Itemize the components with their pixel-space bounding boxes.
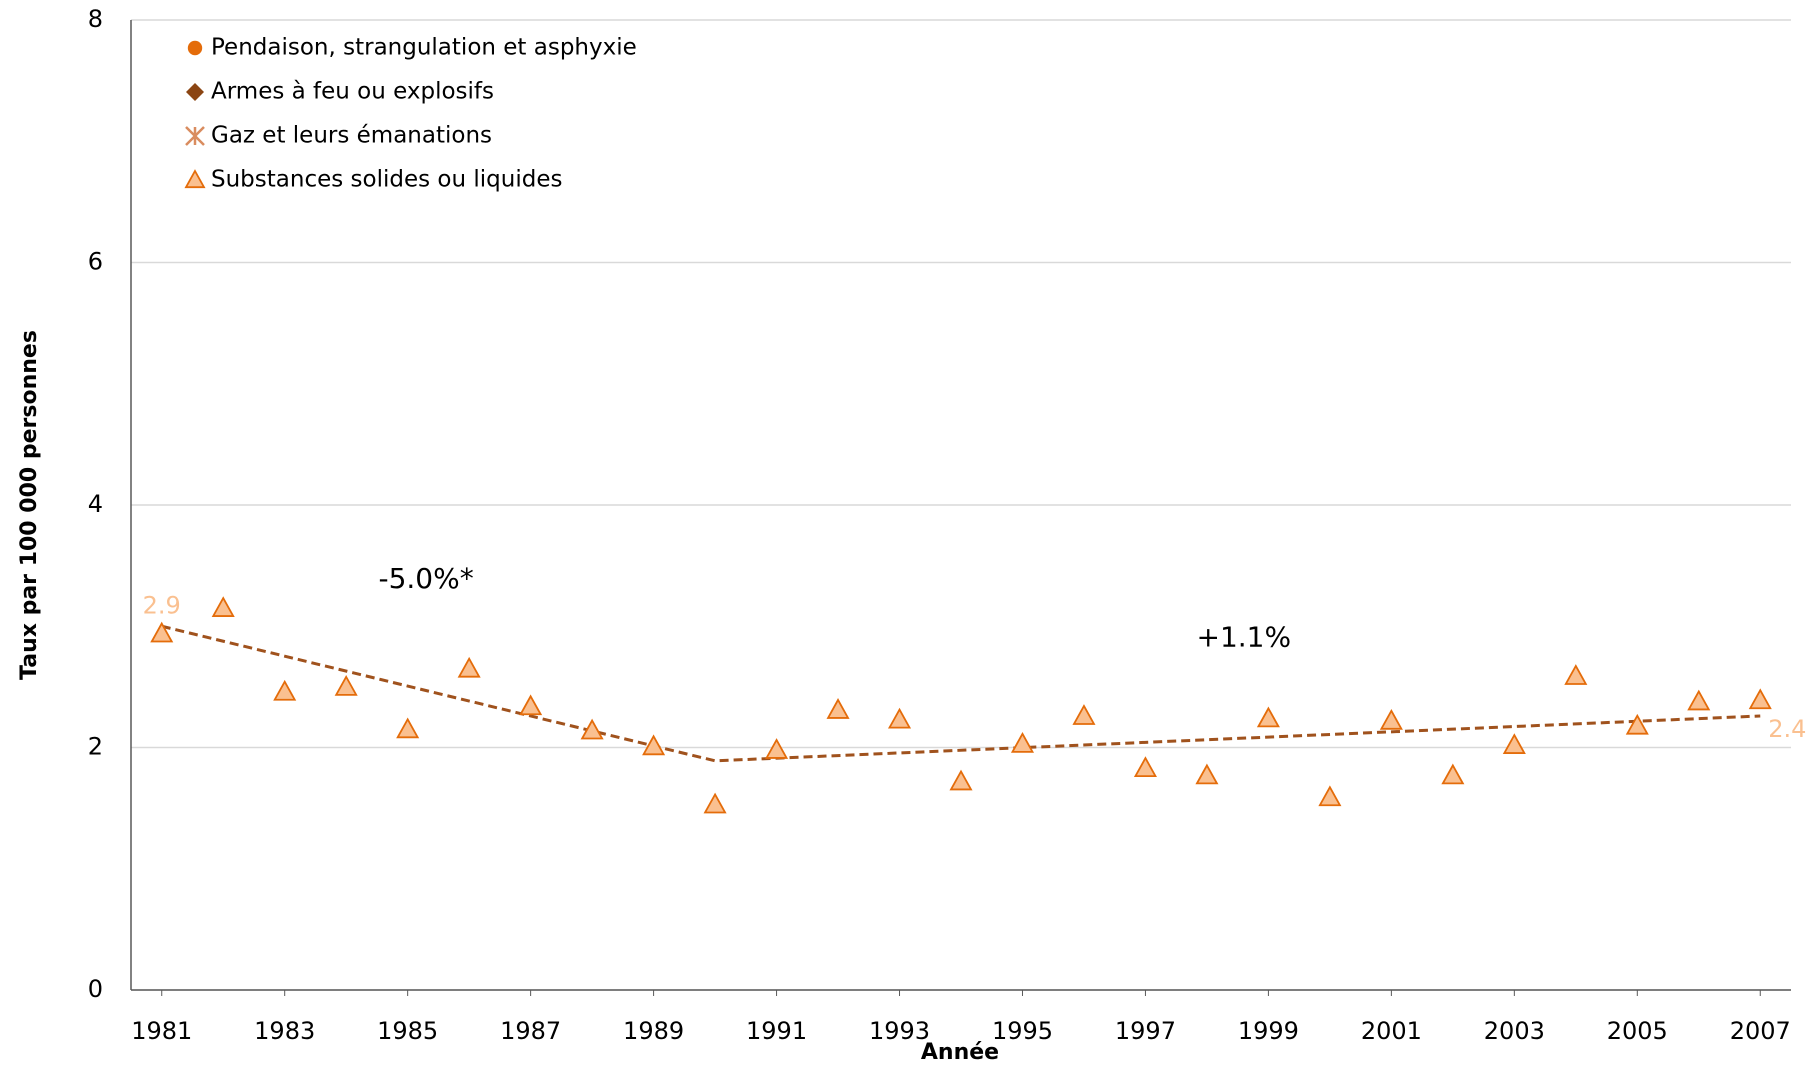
marker xyxy=(1133,756,1157,778)
marker xyxy=(519,694,543,716)
trend-line xyxy=(161,624,1761,763)
x-tick-label: 1997 xyxy=(1115,1017,1176,1045)
y-tick-label: 4 xyxy=(88,490,103,518)
marker xyxy=(1502,733,1526,754)
marker xyxy=(1256,706,1280,728)
y-tick-label: 6 xyxy=(88,248,103,276)
legend-label: Gaz et leurs émanations xyxy=(211,123,492,149)
marker xyxy=(457,656,481,678)
marker xyxy=(211,596,235,617)
legend-item: Gaz et leurs émanations xyxy=(185,123,492,149)
x-tick-label: 1981 xyxy=(131,1017,192,1045)
y-tick-label: 2 xyxy=(88,733,103,761)
marker xyxy=(1010,732,1035,753)
marker xyxy=(703,792,727,814)
x-tick-label: 1983 xyxy=(254,1017,315,1045)
x-tick-label: 1985 xyxy=(377,1017,438,1045)
marker xyxy=(187,40,203,56)
legend-label: Substances solides ou liquides xyxy=(211,167,562,193)
legend-item: Armes à feu ou explosifs xyxy=(186,79,494,105)
legend-label: Armes à feu ou explosifs xyxy=(211,79,494,105)
marker xyxy=(826,698,850,719)
marker xyxy=(642,734,666,756)
marker xyxy=(184,169,206,189)
marker xyxy=(765,738,789,759)
marker xyxy=(949,769,973,791)
legend-label: Pendaison, strangulation et asphyxie xyxy=(211,35,637,61)
legend-item: Substances solides ou liquides xyxy=(184,167,562,193)
x-tick-label: 2005 xyxy=(1607,1017,1668,1045)
x-tick-label: 1987 xyxy=(500,1017,561,1045)
annotation: +1.1% xyxy=(1197,620,1292,653)
marker xyxy=(1625,713,1649,735)
marker xyxy=(1441,763,1465,785)
marker xyxy=(887,707,912,729)
x-tick-label: 1995 xyxy=(992,1017,1053,1045)
marker xyxy=(1687,689,1711,711)
x-tick-label: 2001 xyxy=(1361,1017,1422,1045)
x-tick-label: 2003 xyxy=(1484,1017,1545,1045)
y-tick-label: 8 xyxy=(88,5,103,33)
legend-item: Pendaison, strangulation et asphyxie xyxy=(187,35,637,61)
marker xyxy=(1379,708,1403,730)
marker xyxy=(150,621,174,643)
x-tick-label: 2007 xyxy=(1730,1017,1791,1045)
marker xyxy=(1195,763,1219,785)
y-axis-title: Taux par 100 000 personnes xyxy=(17,330,42,680)
marker xyxy=(1564,664,1588,685)
x-tick-label: 1993 xyxy=(869,1017,930,1045)
x-axis-title: Année xyxy=(921,1040,999,1065)
x-tick-label: 1999 xyxy=(1238,1017,1299,1045)
marker xyxy=(186,83,204,101)
marker xyxy=(1318,785,1342,807)
marker xyxy=(1748,688,1772,710)
annotation: -5.0%* xyxy=(378,562,473,595)
marker xyxy=(1072,704,1096,725)
data-label: 2.9 xyxy=(143,592,181,620)
data-label: 2.4 xyxy=(1768,715,1806,743)
marker xyxy=(334,675,358,696)
x-tick-label: 1989 xyxy=(623,1017,684,1045)
marker xyxy=(396,717,420,739)
marker xyxy=(273,679,297,701)
marker xyxy=(185,126,205,146)
y-tick-label: 0 xyxy=(88,975,103,1003)
x-tick-label: 1991 xyxy=(746,1017,807,1045)
marker xyxy=(580,718,604,740)
